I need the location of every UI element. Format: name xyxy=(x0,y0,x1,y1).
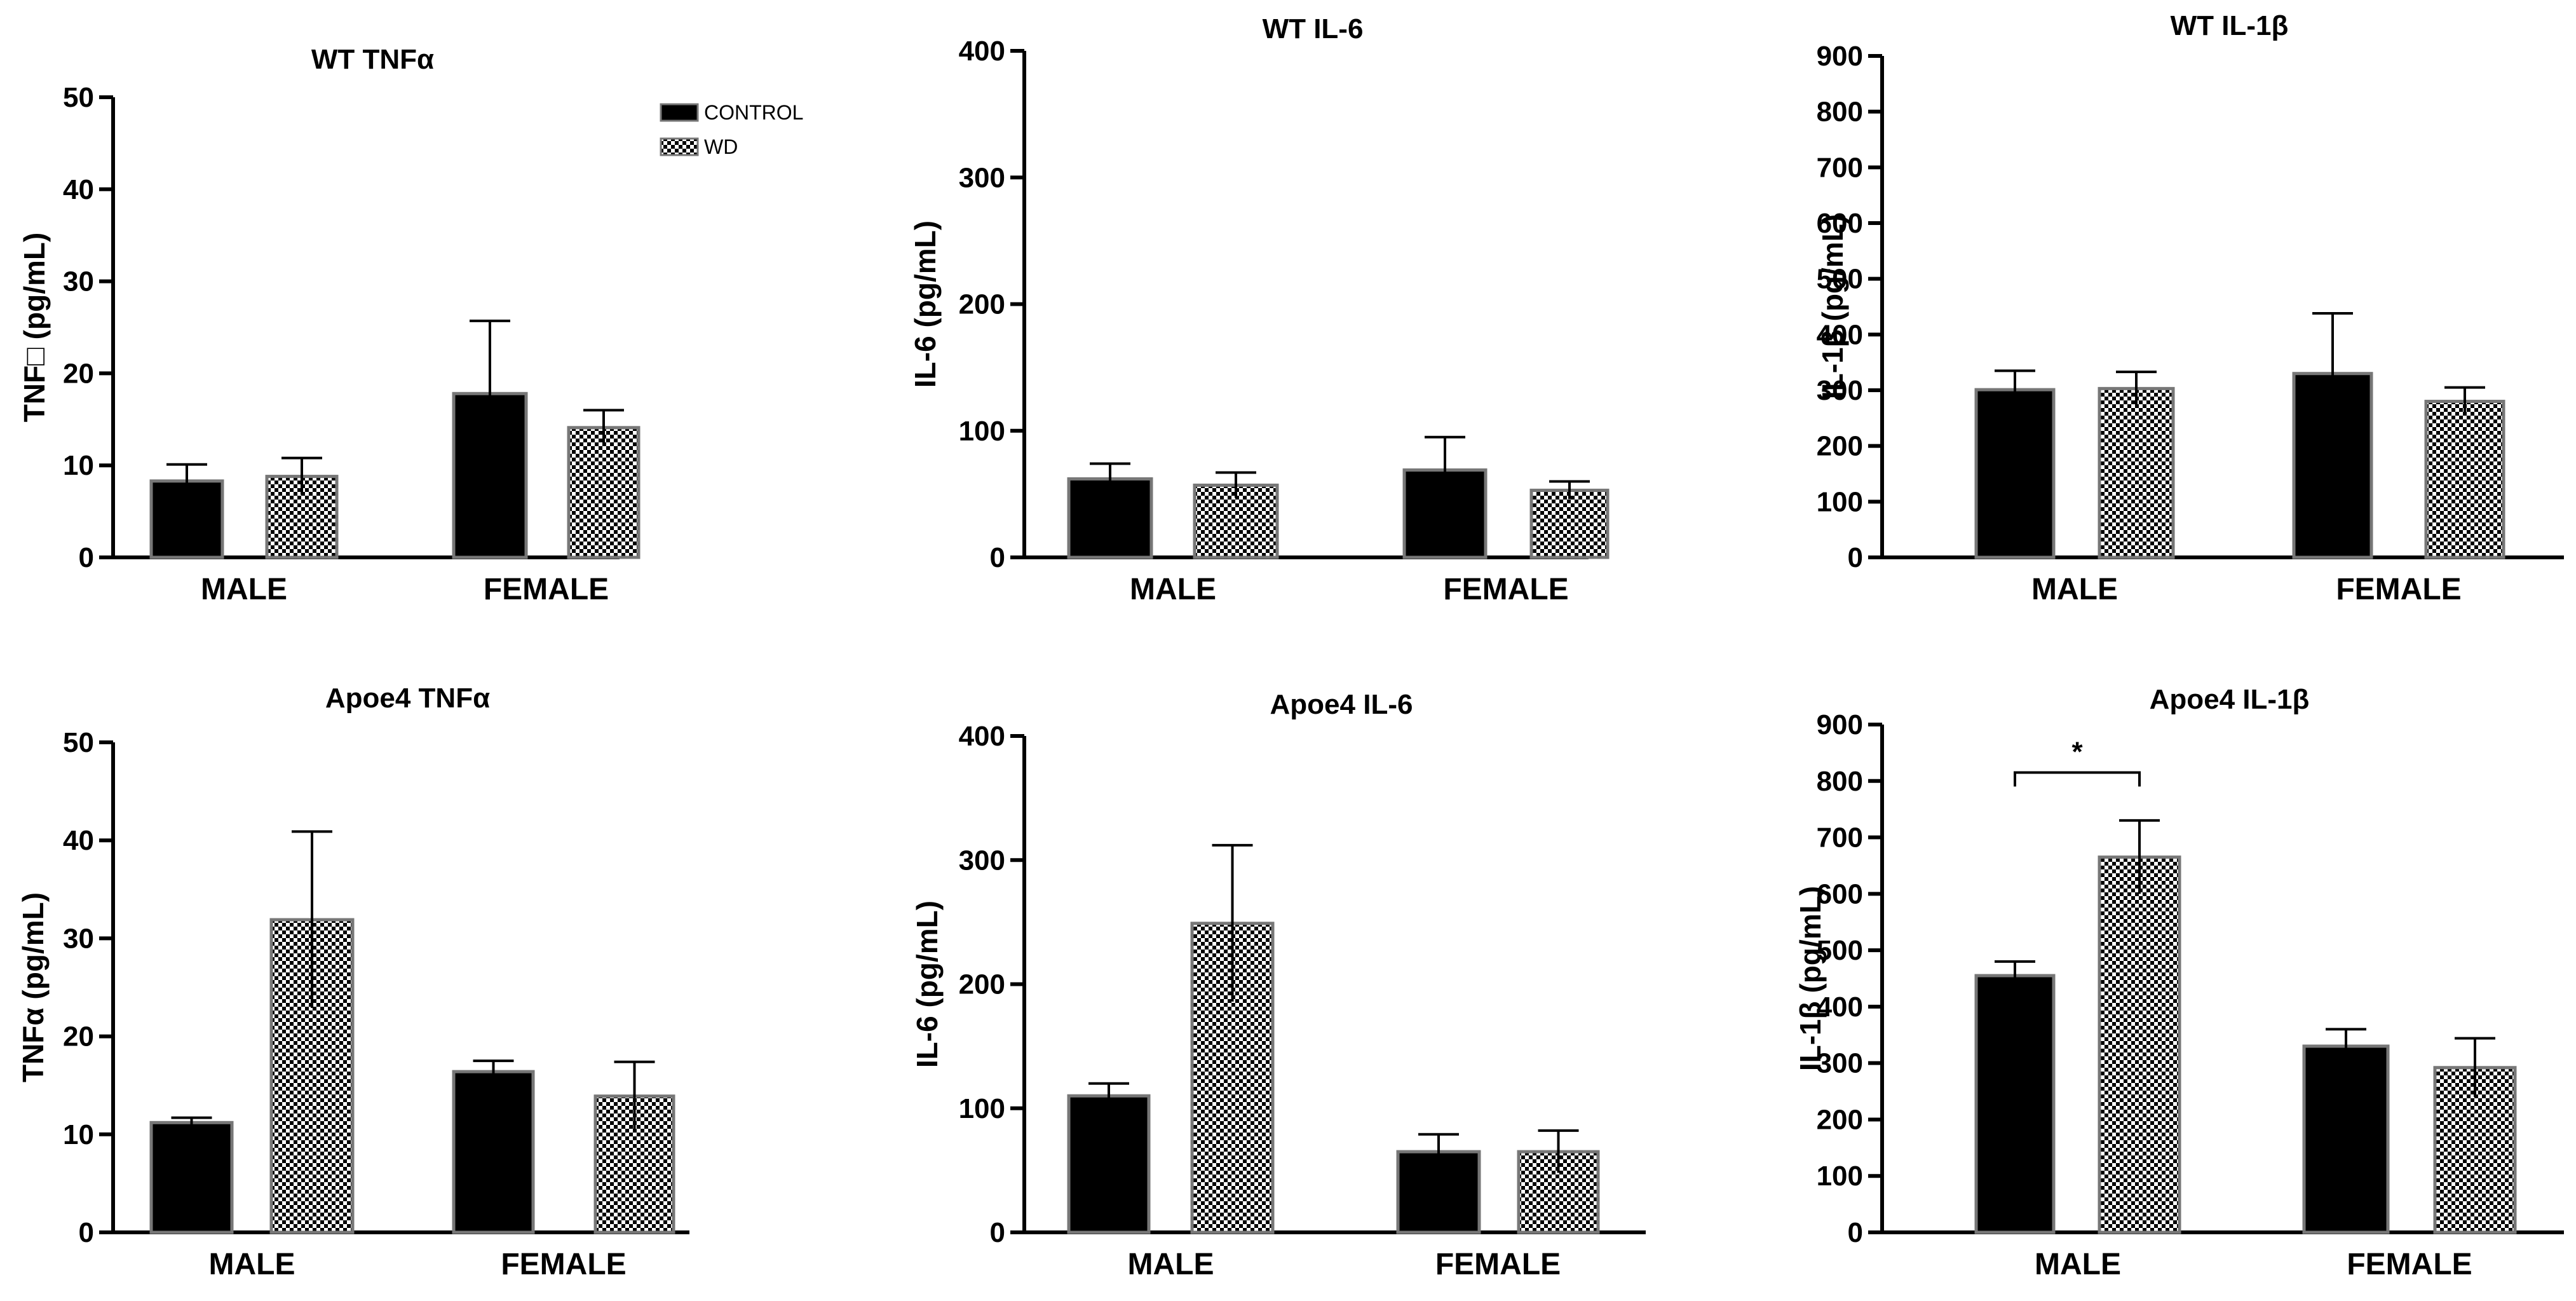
y-tick-label: 0 xyxy=(79,1217,94,1248)
chart-6: Apoe4 IL-1β 0 100 200 300 400 500 600 700 800 900 I… xyxy=(1794,684,2564,1281)
y-tick-label: 200 xyxy=(959,289,1005,320)
category-label: MALE xyxy=(1130,573,1216,606)
chart-5: Apoe4 IL-6 0 100 200 300 400 IL-6 (pg/mL) MALE F… xyxy=(911,689,1646,1281)
y-tick-label: 700 xyxy=(1817,822,1863,854)
legend-label-control: CONTROL xyxy=(704,101,803,124)
y-tick-label: 200 xyxy=(1817,431,1863,462)
bar-control-male xyxy=(1067,1094,1151,1234)
legend-label-wd: WD xyxy=(704,135,738,158)
bar-wd-male xyxy=(2098,855,2181,1234)
category-label: MALE xyxy=(209,1248,295,1281)
y-tick-label: 30 xyxy=(63,266,94,297)
y-tick-label: 100 xyxy=(959,1093,1005,1124)
bar-control-male xyxy=(149,1120,234,1234)
category-label: FEMALE xyxy=(501,1248,626,1281)
bar-control-female xyxy=(2302,1044,2390,1234)
y-tick-label: 100 xyxy=(1817,486,1863,517)
y-tick-label: 0 xyxy=(990,1217,1005,1248)
y-tick-label: 400 xyxy=(1817,991,1863,1023)
y-tick-label: 300 xyxy=(959,162,1005,193)
y-tick-label: 700 xyxy=(1817,152,1863,183)
bar-control-male xyxy=(1974,974,2056,1234)
bar-control-female xyxy=(452,1070,535,1234)
bar-control-male xyxy=(1974,388,2056,559)
y-tick-label: 300 xyxy=(1817,375,1863,406)
legend: CONTROL WD xyxy=(660,101,803,158)
legend-swatch-control xyxy=(660,103,699,122)
y-axis-label: IL-1β (pg/mL) xyxy=(1816,214,1849,399)
y-tick-label: 50 xyxy=(63,82,94,113)
y-tick-label: 30 xyxy=(63,923,94,954)
category-label: FEMALE xyxy=(2336,573,2461,606)
significance-bracket xyxy=(2014,771,2141,787)
y-tick-label: 600 xyxy=(1817,878,1863,909)
y-axis-label: IL-1β (pg/mL) xyxy=(1794,886,1827,1071)
bar-wd-female xyxy=(2424,400,2505,559)
chart-3: WT IL-1β 0 100 200 300 400 500 600 700 800 900 IL-1… xyxy=(1816,10,2564,606)
significance-marker: * xyxy=(2071,736,2083,767)
y-tick-label: 800 xyxy=(1817,97,1863,128)
y-tick-label: 0 xyxy=(1848,542,1863,573)
y-tick-label: 900 xyxy=(1817,41,1863,72)
category-label: FEMALE xyxy=(2347,1248,2472,1281)
bar-wd-male xyxy=(2098,386,2175,559)
category-label: FEMALE xyxy=(484,573,609,606)
y-tick-label: 100 xyxy=(959,416,1005,447)
legend-swatch-wd xyxy=(660,137,699,156)
y-tick-label: 10 xyxy=(63,450,94,481)
y-tick-label: 0 xyxy=(990,542,1005,573)
category-label: FEMALE xyxy=(1443,573,1568,606)
y-tick-label: 200 xyxy=(959,969,1005,1000)
y-tick-label: 400 xyxy=(959,36,1005,67)
y-tick-label: 40 xyxy=(63,825,94,856)
y-tick-label: 10 xyxy=(63,1119,94,1150)
y-tick-label: 200 xyxy=(1817,1104,1863,1135)
bar-wd-female xyxy=(567,426,641,559)
y-tick-label: 600 xyxy=(1817,208,1863,239)
chart-title: Apoe4 IL-1β xyxy=(2150,684,2310,715)
chart-2: WT IL-6 0 100 200 300 400 IL-6 (pg/mL) MALE FEMA… xyxy=(909,13,1610,606)
y-tick-label: 40 xyxy=(63,174,94,205)
y-axis-label: IL-6 (pg/mL) xyxy=(911,901,944,1068)
y-tick-label: 800 xyxy=(1817,766,1863,797)
chart-1: WT TNFα 0 10 20 30 40 50 TNF□ (pg/mL) MALE FEMALE xyxy=(18,44,641,606)
y-tick-label: 0 xyxy=(1848,1217,1863,1248)
bar-wd-female xyxy=(1529,488,1610,559)
chart-title: WT IL-6 xyxy=(1263,13,1364,44)
y-tick-label: 0 xyxy=(79,542,94,573)
category-label: FEMALE xyxy=(1435,1248,1561,1281)
y-axis-label: TNFα (pg/mL) xyxy=(17,892,50,1082)
y-axis-label: IL-6 (pg/mL) xyxy=(909,221,942,388)
y-tick-label: 20 xyxy=(63,1021,94,1052)
category-label: MALE xyxy=(201,573,287,606)
y-tick-label: 400 xyxy=(1817,319,1863,350)
chart-4: Apoe4 TNFα 0 10 20 30 40 50 TNFα (pg/mL) MALE FEM… xyxy=(17,683,689,1281)
category-label: MALE xyxy=(2035,1248,2121,1281)
category-label: MALE xyxy=(2031,573,2118,606)
y-tick-label: 50 xyxy=(63,727,94,758)
y-tick-label: 300 xyxy=(959,845,1005,876)
chart-title: WT TNFα xyxy=(311,44,434,75)
chart-title: Apoe4 TNFα xyxy=(325,683,490,714)
y-tick-label: 900 xyxy=(1817,709,1863,740)
chart-title: Apoe4 IL-6 xyxy=(1270,689,1413,720)
category-label: MALE xyxy=(1128,1248,1214,1281)
y-tick-label: 20 xyxy=(63,358,94,389)
y-tick-label: 300 xyxy=(1817,1048,1863,1079)
y-tick-label: 400 xyxy=(959,721,1005,752)
y-tick-label: 500 xyxy=(1817,935,1863,966)
y-axis-label: TNF□ (pg/mL) xyxy=(18,233,51,423)
chart-title: WT IL-1β xyxy=(2171,10,2289,41)
y-tick-label: 500 xyxy=(1817,264,1863,295)
y-tick-label: 100 xyxy=(1817,1161,1863,1192)
